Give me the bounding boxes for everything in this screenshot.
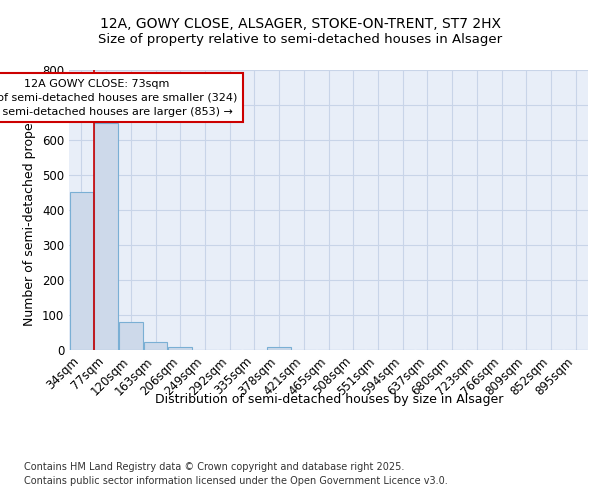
Bar: [144, 342, 167, 350]
Text: Contains HM Land Registry data © Crown copyright and database right 2025.: Contains HM Land Registry data © Crown c…: [24, 462, 404, 472]
Text: Contains public sector information licensed under the Open Government Licence v3: Contains public sector information licen…: [24, 476, 448, 486]
Text: 12A, GOWY CLOSE, ALSAGER, STOKE-ON-TRENT, ST7 2HX: 12A, GOWY CLOSE, ALSAGER, STOKE-ON-TRENT…: [100, 18, 500, 32]
Y-axis label: Number of semi-detached properties: Number of semi-detached properties: [23, 94, 37, 326]
Bar: [268, 347, 291, 350]
Bar: [94, 123, 118, 350]
Bar: [119, 322, 143, 350]
Bar: [169, 347, 192, 350]
Text: 12A GOWY CLOSE: 73sqm
← 27% of semi-detached houses are smaller (324)
71% of sem: 12A GOWY CLOSE: 73sqm ← 27% of semi-deta…: [0, 78, 238, 116]
Bar: [70, 192, 93, 350]
Text: Size of property relative to semi-detached houses in Alsager: Size of property relative to semi-detach…: [98, 32, 502, 46]
Text: Distribution of semi-detached houses by size in Alsager: Distribution of semi-detached houses by …: [155, 392, 503, 406]
